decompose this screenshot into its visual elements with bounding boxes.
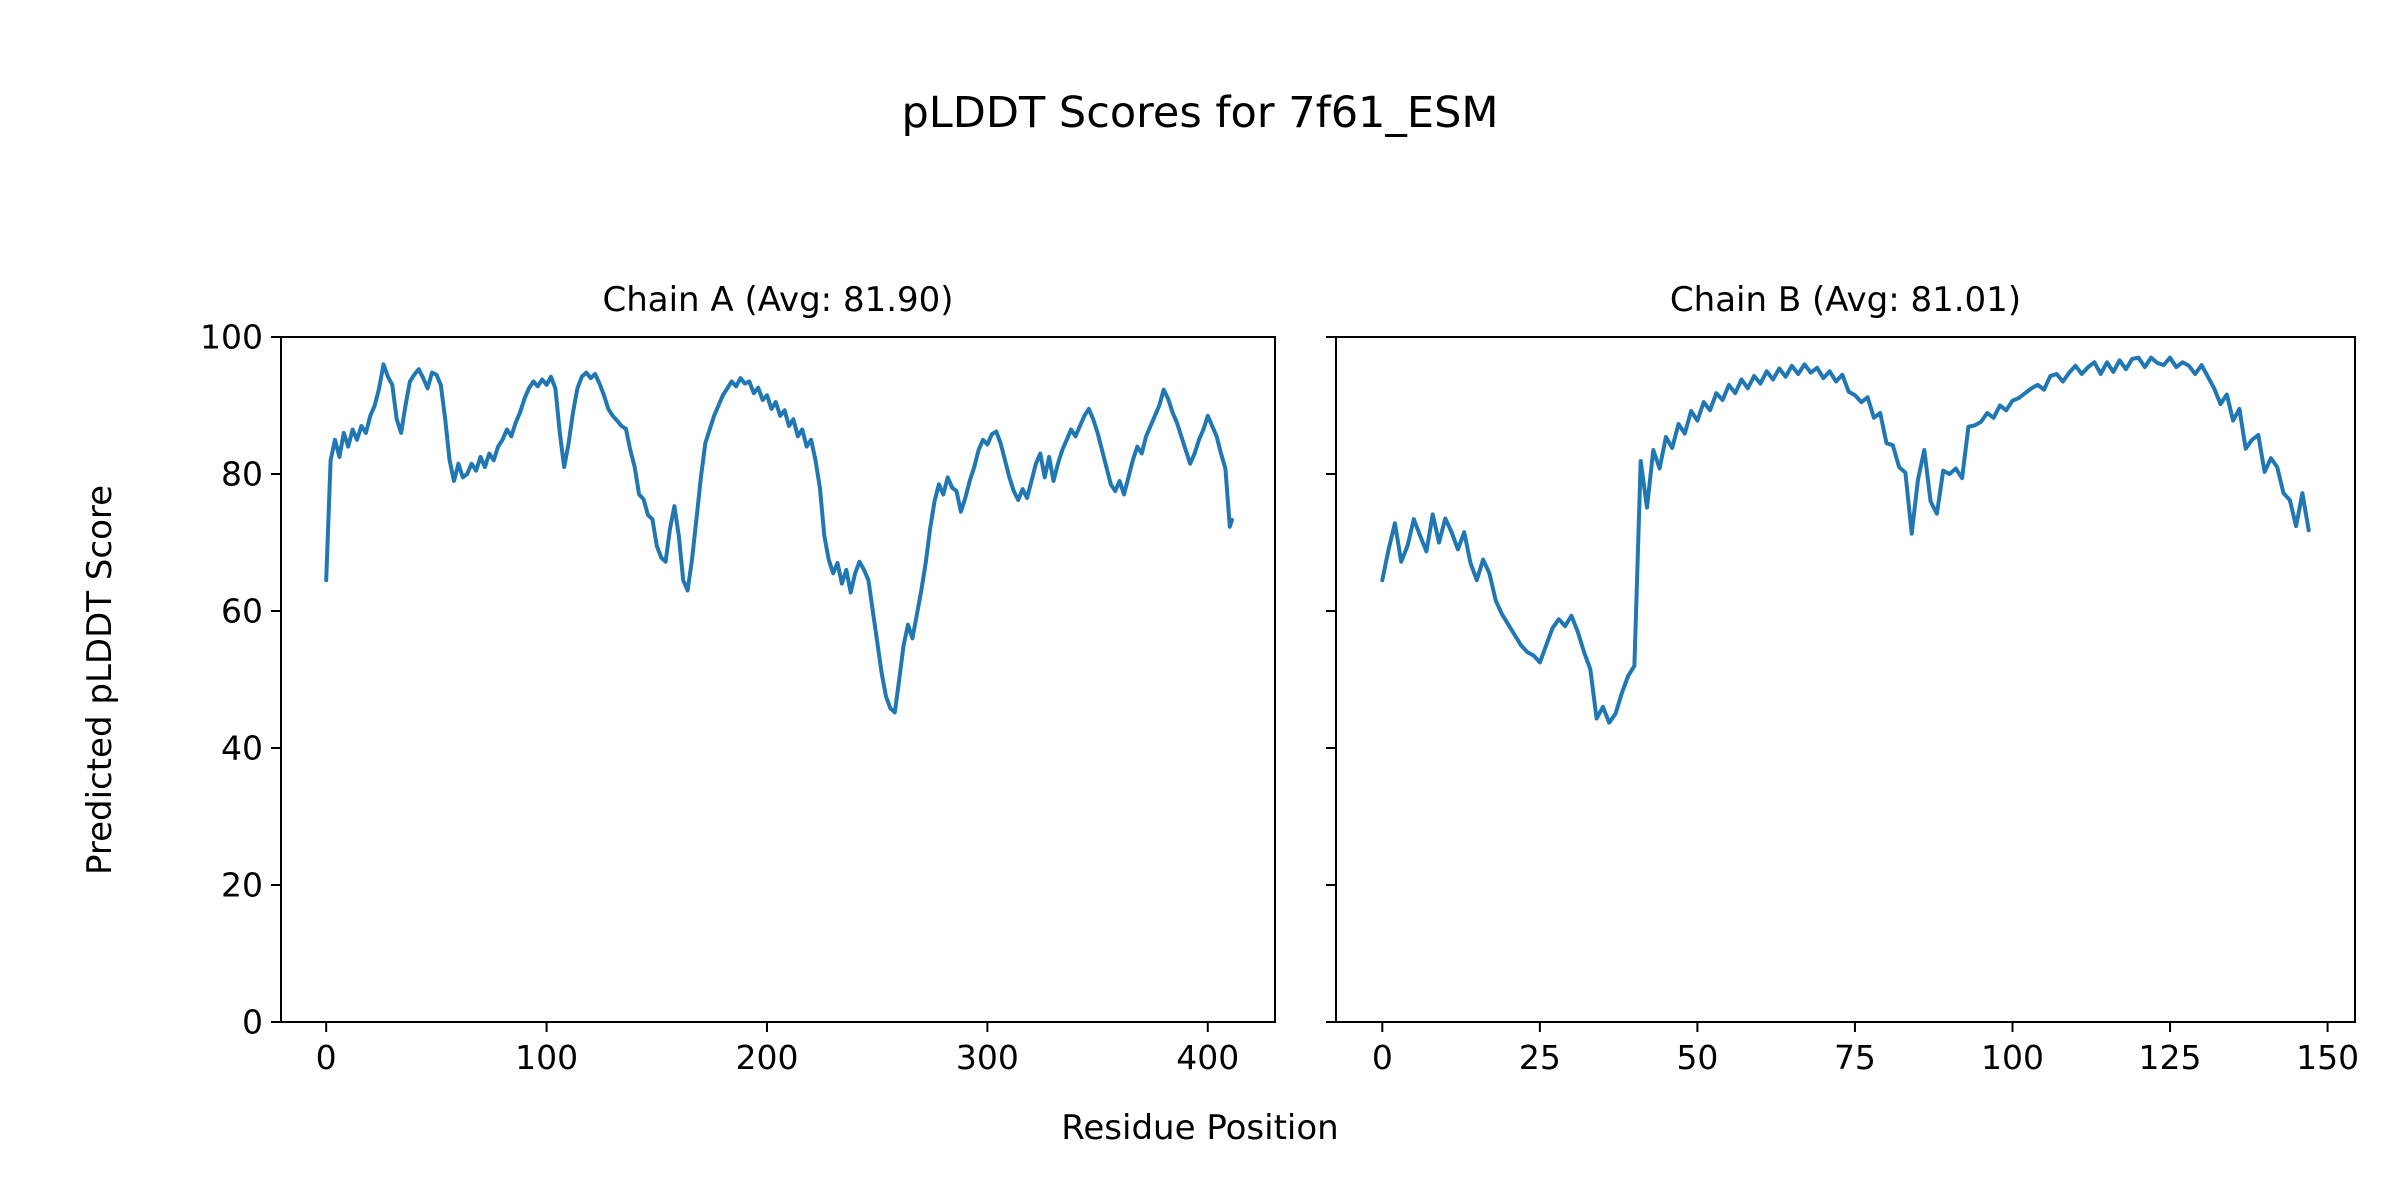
chain-a-y-tick-label: 60 [221,592,263,631]
chain-a-subplot-title: Chain A (Avg: 81.90) [602,280,954,320]
chain-b-x-tick-label: 0 [1372,1038,1393,1077]
chain-b-subplot-title: Chain B (Avg: 81.01) [1669,280,2022,320]
chain-b-plddt-line [1380,355,2311,725]
chain-a-x-tick-label: 200 [735,1038,798,1077]
chain-b-x-tick-label: 25 [1519,1038,1561,1077]
chain-a-y-tick-label: 0 [242,1003,263,1042]
chain-b-plot-frame [1335,336,2356,1023]
chain-a-x-tick-label: 100 [515,1038,578,1077]
chain-b-x-tick-label: 75 [1834,1038,1876,1077]
chain-a-x-tick-label: 0 [316,1038,337,1077]
chain-b-x-tick-label: 100 [1981,1038,2044,1077]
chain-a-plddt-line [324,362,1234,715]
chain-a-y-tick-label: 100 [200,318,263,357]
chain-a-y-tick-label: 40 [221,729,263,768]
chain-a-x-tick-label: 300 [956,1038,1019,1077]
chain-a-y-tick-label: 80 [221,455,263,494]
chain-b-x-tick-label: 150 [2296,1038,2359,1077]
chain-a-y-tick-label: 20 [221,866,263,905]
x-axis-label: Residue Position [1061,1108,1339,1148]
chain-a-plot-frame [280,336,1276,1023]
chain-b-x-tick-label: 50 [1676,1038,1718,1077]
chain-a-x-tick-label: 400 [1176,1038,1239,1077]
figure-title: pLDDT Scores for 7f61_ESM [901,88,1499,138]
chain-b-x-tick-label: 125 [2139,1038,2202,1077]
